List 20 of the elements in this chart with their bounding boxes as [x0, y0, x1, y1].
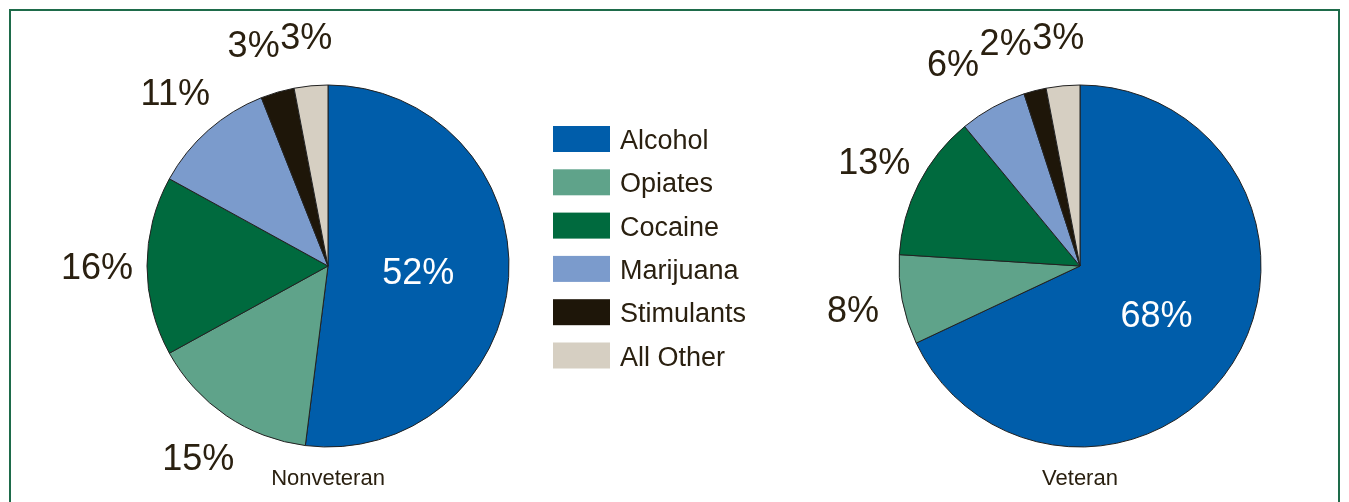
data-label: 15%	[162, 436, 235, 478]
data-label: 8%	[827, 288, 880, 330]
legend-label: All Other	[620, 341, 726, 372]
data-label: 52%	[382, 251, 455, 293]
legend-label: Cocaine	[620, 211, 720, 242]
data-label: 13%	[838, 140, 911, 182]
legend-label: Stimulants	[620, 298, 747, 329]
legend-label: Opiates	[620, 168, 714, 199]
legend-label: Marijuana	[620, 254, 740, 285]
text: Veteran	[1042, 465, 1118, 490]
data-label: 68%	[1120, 294, 1193, 336]
text: Nonveteran	[271, 465, 385, 490]
data-label: 3%	[280, 15, 333, 57]
data-label: 2%	[979, 21, 1032, 63]
legend-label: Alcohol	[620, 125, 709, 155]
data-label: 11%	[140, 72, 210, 114]
data-label: 3%	[1032, 15, 1085, 57]
data-label: 6%	[926, 43, 979, 85]
data-label: 3%	[227, 23, 280, 65]
data-label: 16%	[60, 245, 134, 287]
